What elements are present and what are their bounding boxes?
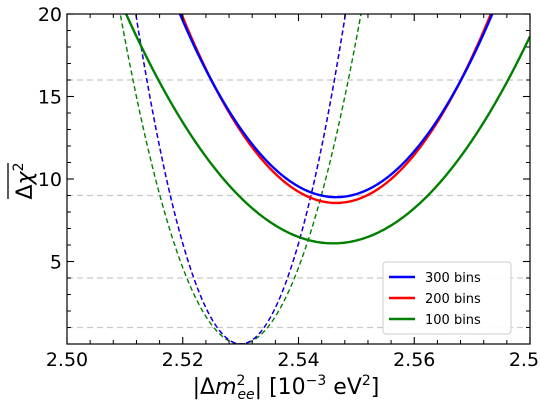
x-tick-label: 2.54: [277, 349, 319, 371]
series-100-bins-dashed: [119, 14, 362, 344]
y-tick-label: 15: [38, 87, 62, 109]
series-300-bins-solid: [178, 14, 494, 199]
series-100-bins-solid: [124, 14, 530, 245]
x-tick-label: 2.52: [162, 349, 204, 371]
legend-label: 100 bins: [425, 313, 481, 328]
svg-text:Δχ2: Δχ2: [11, 162, 38, 199]
x-tick-label: 2.56: [393, 349, 435, 371]
y-tick-label: 10: [38, 169, 62, 191]
y-axis-label: Δχ2: [7, 162, 38, 200]
legend-box: [382, 261, 512, 335]
axis-ticks: 2.50 2.52 2.54 2.56 2.58 5 10 15 20: [38, 4, 540, 371]
x-tick-label: 2.50: [46, 349, 88, 371]
x-tick-label: 2.58: [509, 349, 540, 371]
y-tick-label: 5: [50, 252, 62, 274]
series-300-bins-dashed: [135, 14, 347, 344]
x-axis-label: |Δm2 ee| [10−3 eV2]: [193, 373, 380, 403]
legend: 300 bins 200 bins 100 bins: [382, 261, 512, 335]
y-tick-label: 20: [38, 4, 62, 26]
series-200-bins-solid: [180, 14, 493, 205]
legend-label: 200 bins: [425, 292, 481, 307]
legend-label: 300 bins: [425, 271, 481, 286]
